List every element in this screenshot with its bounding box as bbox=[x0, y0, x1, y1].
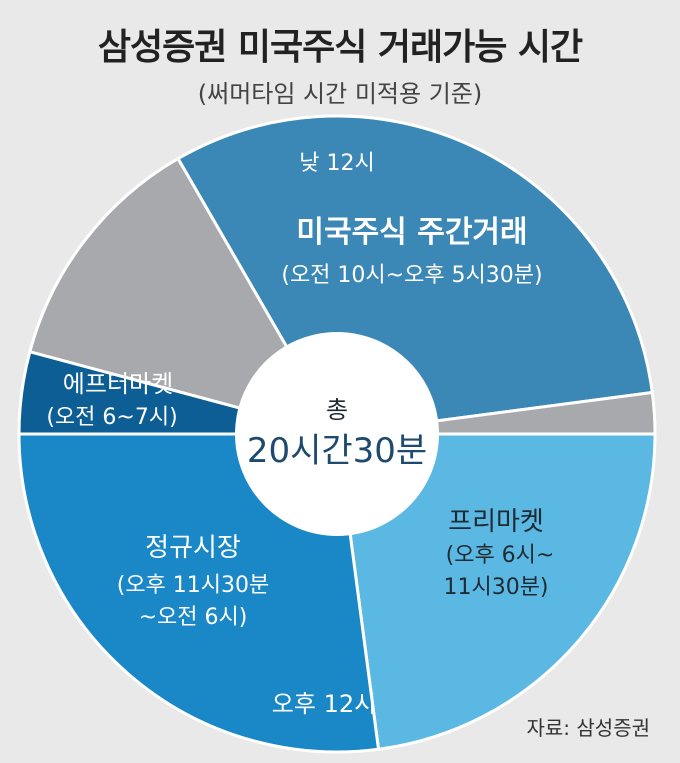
label-regular-detail-1: (오후 11시30분 bbox=[117, 573, 270, 598]
label-premarket-name: 프리마켓 bbox=[448, 507, 544, 537]
center-total-value: 20시간30분 bbox=[247, 431, 427, 471]
source-note: 자료: 삼성증권 bbox=[526, 716, 651, 740]
label-day-trading-detail: (오전 10시~오후 5시30분) bbox=[281, 263, 542, 288]
chart-subtitle: (써머타임 시간 미적용 기준) bbox=[197, 80, 483, 108]
label-regular-detail-2: ~오전 6시) bbox=[139, 605, 248, 630]
pie-slice-3 bbox=[335, 432, 657, 751]
label-premarket-detail-1: (오후 6시~ bbox=[446, 543, 555, 568]
label-aftermarket-detail: (오전 6~7시) bbox=[46, 405, 177, 430]
pie-slice-6 bbox=[28, 156, 341, 437]
chart-title: 삼성증권 미국주식 거래가능 시간 bbox=[97, 27, 583, 68]
label-day-trading-name: 미국주식 주간거래 bbox=[296, 215, 527, 250]
label-premarket-detail-2: 11시30분) bbox=[443, 575, 548, 600]
center-total-label: 총 bbox=[326, 396, 348, 424]
center-hole bbox=[235, 332, 439, 536]
label-regular-name: 정규시장 bbox=[145, 533, 241, 563]
marker-noon-bottom: 오후 12시 bbox=[272, 690, 376, 718]
marker-noon-top: 낮 12시 bbox=[299, 151, 374, 176]
label-aftermarket-name: 에프터마켓 bbox=[63, 370, 173, 398]
